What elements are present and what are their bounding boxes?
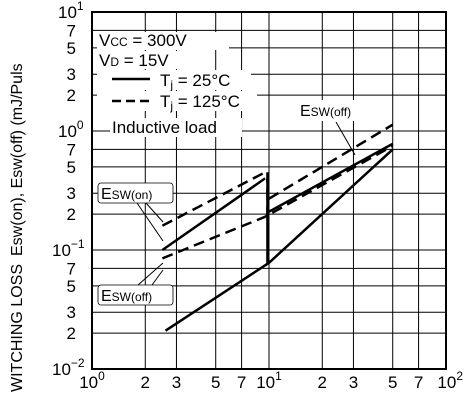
leader-esw-on-1 xyxy=(136,202,164,242)
load-label: Inductive load xyxy=(112,118,217,137)
x-tick-label-6: 2 xyxy=(318,373,327,392)
series-lines xyxy=(161,123,394,332)
x-tick-label-9: 7 xyxy=(414,373,423,392)
y-tick-label-15: 10−2 xyxy=(52,356,85,379)
y-tick-label-12: 5 xyxy=(67,277,76,296)
y-tick-label-5: 100 xyxy=(58,118,84,141)
series-line-0 xyxy=(161,177,266,252)
y-tick-label-0: 101 xyxy=(58,0,84,22)
plot-border xyxy=(91,11,447,370)
leader-esw-off-left-1 xyxy=(137,262,164,286)
series-line-3 xyxy=(161,144,394,260)
y-tick-label-11: 7 xyxy=(67,259,76,278)
conditions-legend: VCC = 300V VD = 15V Tj = 25°C Tj = 125°C… xyxy=(97,31,257,137)
annot-esw-off-right: ESW(off) xyxy=(300,103,351,120)
load-background xyxy=(110,118,242,137)
y-tick-label-1: 7 xyxy=(67,21,76,40)
x-tick-labels: 100 2 3 5 7 101 2 3 5 7 102 xyxy=(79,369,463,392)
tj125-label: Tj = 125°C xyxy=(160,92,240,113)
x-tick-label-1: 2 xyxy=(141,373,150,392)
vcc-background xyxy=(97,32,229,50)
series-line-1 xyxy=(161,171,266,227)
leader-esw-off-right xyxy=(335,121,356,156)
y-tick-label-2: 5 xyxy=(67,39,76,58)
annot-esw-off-left-box xyxy=(97,284,174,306)
series-line-4 xyxy=(268,142,394,213)
x-tick-label-4: 7 xyxy=(237,373,246,392)
tj125-background xyxy=(97,91,257,111)
leader-esw-off-left-2 xyxy=(151,269,164,286)
vd-background xyxy=(97,51,195,69)
y-tick-label-3: 3 xyxy=(67,65,76,84)
leader-esw-on-2 xyxy=(145,202,164,223)
y-tick-label-10: 10−1 xyxy=(52,237,85,260)
y-tick-label-9: 2 xyxy=(67,205,76,224)
x-tick-label-0: 100 xyxy=(79,369,105,392)
x-tick-label-10: 102 xyxy=(437,369,463,392)
x-tick-label-8: 5 xyxy=(388,373,397,392)
annot-esw-on: ESW(on) xyxy=(101,186,152,203)
plot-frame xyxy=(91,11,447,370)
vcc-label: VCC = 300V xyxy=(99,31,187,50)
y-tick-label-6: 7 xyxy=(67,140,76,159)
series-line-5 xyxy=(268,123,394,200)
tj25-background xyxy=(97,70,251,90)
x-tick-label-3: 5 xyxy=(211,373,220,392)
tj25-label: Tj = 25°C xyxy=(160,71,230,92)
vd-label: VD = 15V xyxy=(99,51,169,70)
annot-esw-off-right-box xyxy=(297,100,370,121)
y-tick-label-4: 2 xyxy=(67,86,76,105)
curve-annotations: ESW(off) ESW(on) ESW(off) xyxy=(97,100,370,306)
x-tick-label-7: 3 xyxy=(349,373,358,392)
y-tick-label-13: 3 xyxy=(67,303,76,322)
y-axis-label: WITCHING LOSSEsw(on), Esw(off) (mJ/Puls xyxy=(9,63,26,392)
x-tick-label-2: 3 xyxy=(172,373,181,392)
y-tick-label-7: 5 xyxy=(67,158,76,177)
x-tick-label-5: 101 xyxy=(256,369,282,392)
y-tick-label-8: 3 xyxy=(67,184,76,203)
annot-esw-off-left: ESW(off) xyxy=(101,288,152,305)
y-tick-label-14: 2 xyxy=(67,324,76,343)
series-line-2 xyxy=(164,148,394,332)
annot-esw-on-box xyxy=(97,182,174,204)
